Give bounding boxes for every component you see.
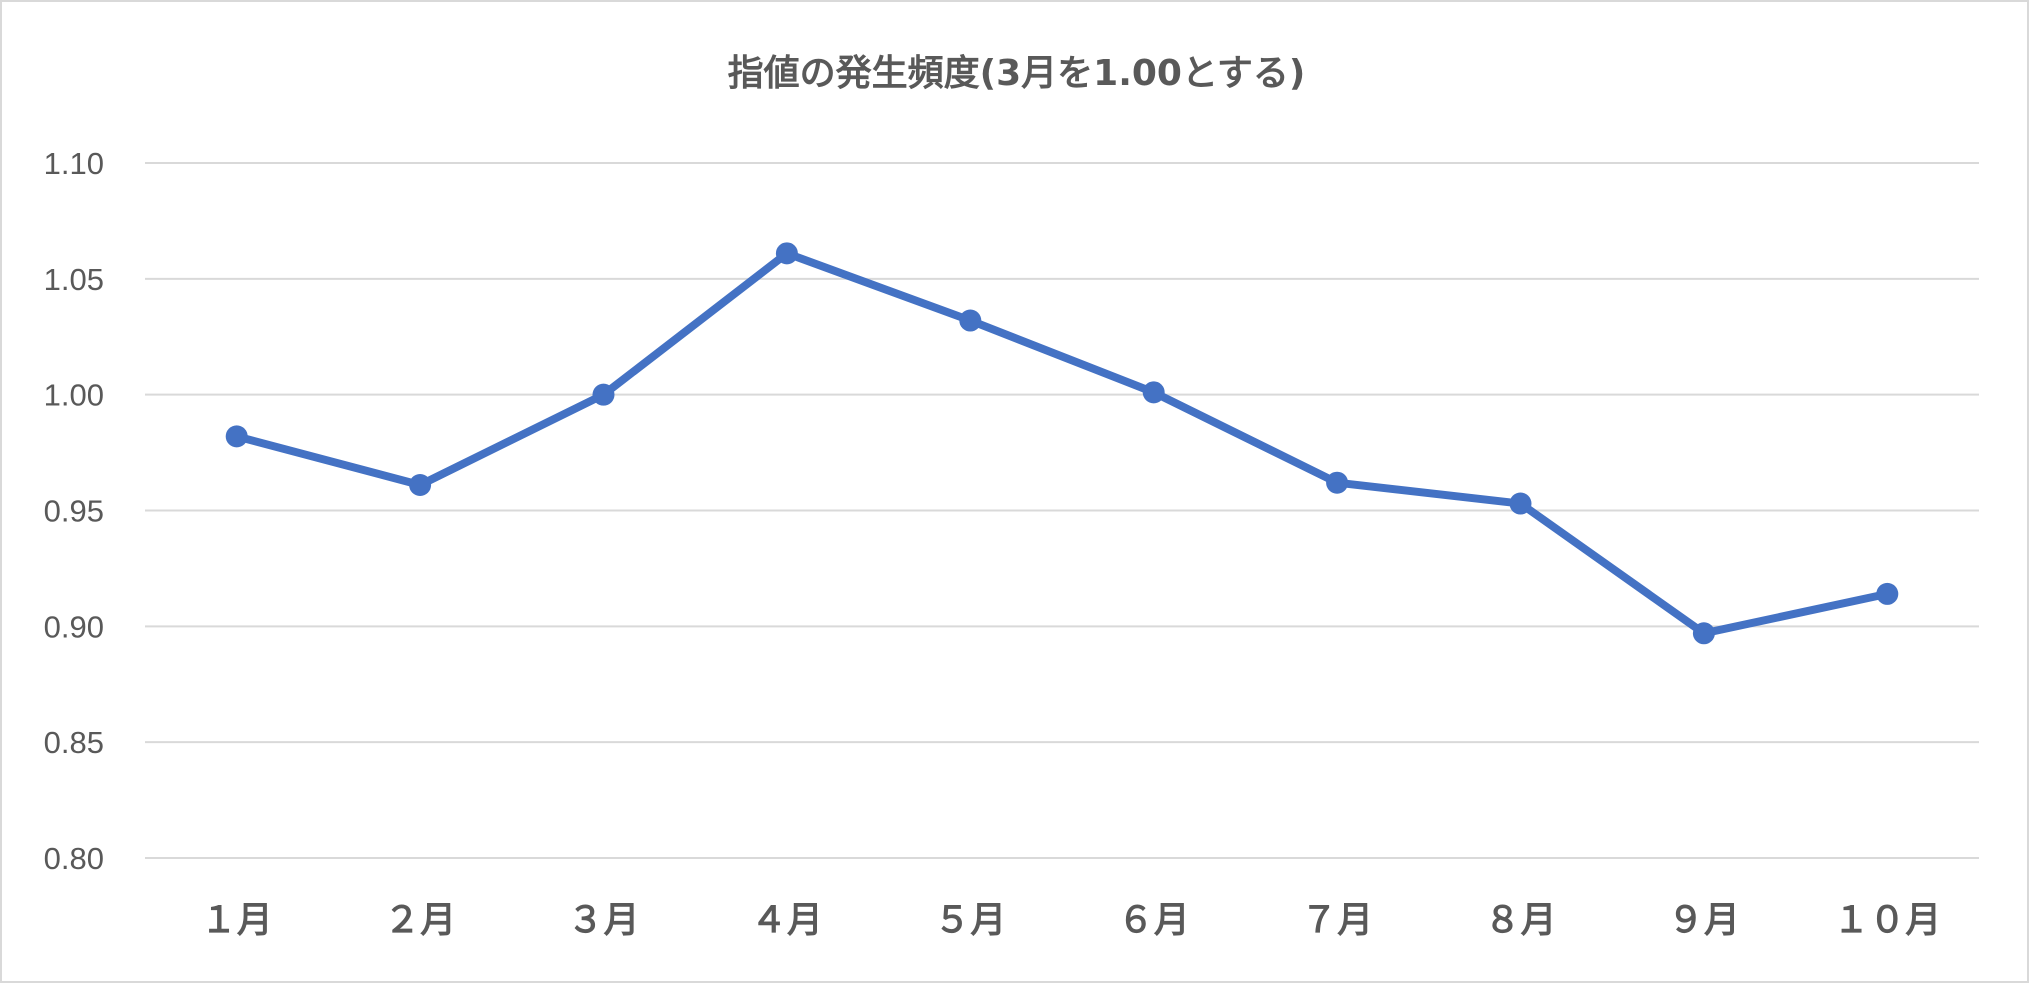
- y-tick-label: 0.80: [44, 841, 104, 876]
- series-layer: [225, 242, 1899, 645]
- x-tick-label: １０月: [1833, 900, 1941, 941]
- gridlines: [145, 162, 1979, 859]
- x-tick-label: １月: [201, 900, 273, 941]
- x-tick-label: ９月: [1668, 900, 1740, 941]
- y-tick-label: 0.95: [44, 494, 104, 529]
- x-axis-labels: １月 ２月 ３月 ４月 ５月 ６月 ７月 ８月 ９月 １０月: [201, 900, 1942, 941]
- x-tick-label: ６月: [1118, 900, 1190, 941]
- data-point-2: [592, 383, 615, 406]
- data-point-0: [225, 425, 248, 448]
- data-point-1: [409, 474, 432, 497]
- data-point-9: [1876, 582, 1899, 605]
- y-tick-label: 1.05: [44, 262, 104, 297]
- y-tick-label: 1.00: [44, 378, 104, 413]
- x-tick-label: ５月: [934, 900, 1006, 941]
- y-tick-label: 1.10: [44, 146, 104, 181]
- data-point-3: [775, 242, 798, 265]
- x-tick-label: ３月: [567, 900, 639, 941]
- data-point-5: [1142, 381, 1165, 404]
- y-tick-label: 0.85: [44, 725, 104, 760]
- data-point-4: [959, 309, 982, 332]
- x-tick-label: ８月: [1484, 900, 1556, 941]
- data-point-7: [1509, 492, 1532, 515]
- x-tick-label: ７月: [1301, 900, 1373, 941]
- x-tick-label: ４月: [751, 900, 823, 941]
- x-tick-label: ２月: [384, 900, 456, 941]
- data-point-6: [1326, 471, 1349, 494]
- series-line-0: [232, 249, 1892, 638]
- chart-title: 指値の発生頻度(3月を1.00とする): [727, 53, 1306, 94]
- data-point-8: [1692, 622, 1715, 645]
- y-tick-label: 0.90: [44, 609, 104, 644]
- y-axis-labels: 0.80 0.85 0.90 0.95 1.00 1.05 1.10: [44, 146, 104, 876]
